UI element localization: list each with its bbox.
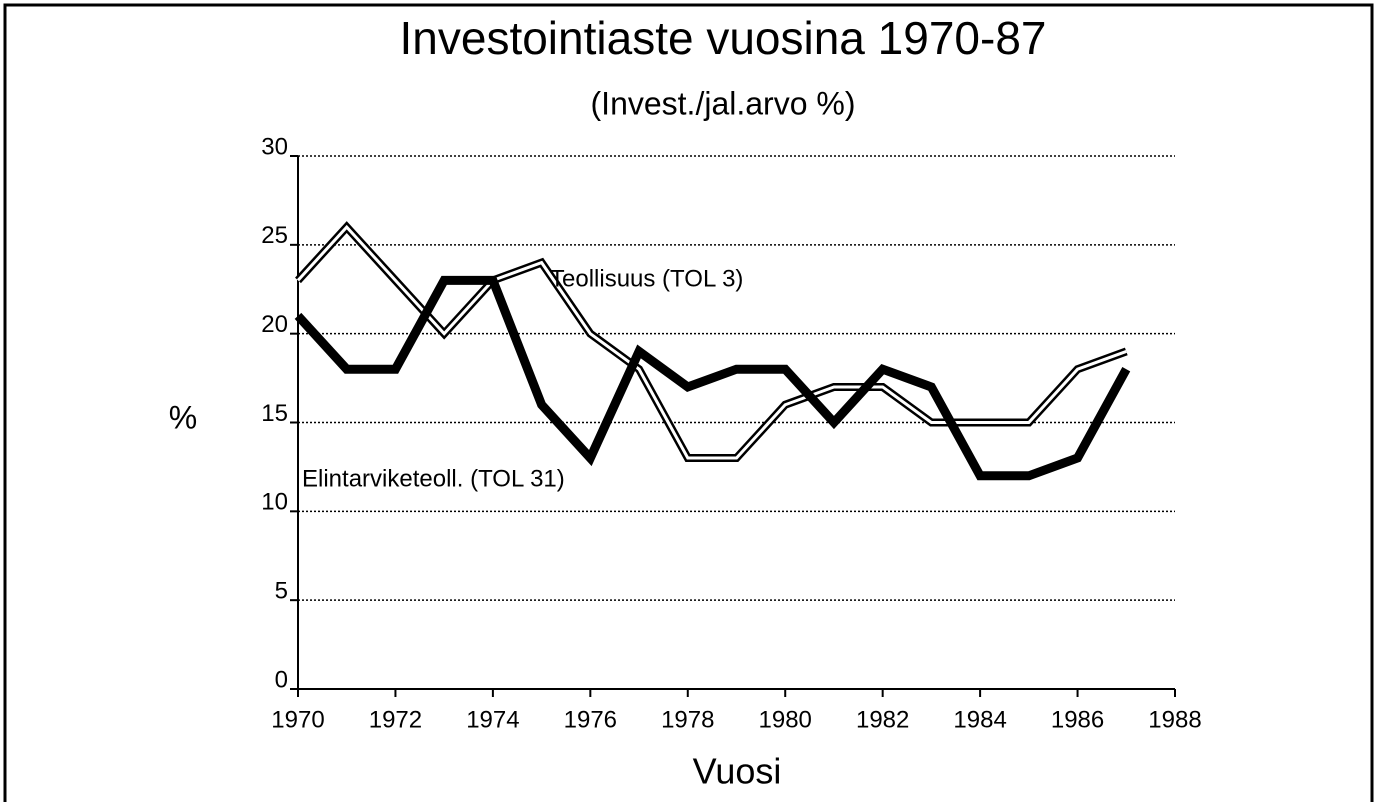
y-tick-label: 30 — [261, 133, 288, 160]
y-tick-label: 5 — [275, 578, 288, 605]
x-tick-label: 1982 — [856, 706, 909, 733]
x-tick-label: 1984 — [953, 706, 1006, 733]
y-tick-label: 15 — [261, 400, 288, 427]
chart-title: Investointiaste vuosina 1970-87 — [400, 12, 1047, 64]
series-label: Elintarviketeoll. (TOL 31) — [302, 465, 565, 492]
x-tick-label: 1988 — [1148, 706, 1201, 733]
y-axis-label: % — [169, 399, 197, 435]
y-tick-label: 10 — [261, 489, 288, 516]
y-tick-label: 20 — [261, 311, 288, 338]
chart-subtitle: (Invest./jal.arvo %) — [591, 85, 856, 121]
series-line-inner — [296, 224, 1127, 460]
frame — [3, 3, 1374, 802]
series-label: Teollisuus (TOL 3) — [550, 265, 743, 292]
x-tick-label: 1978 — [661, 706, 714, 733]
x-tick-label: 1976 — [564, 706, 617, 733]
x-tick-label: 1970 — [271, 706, 324, 733]
y-tick-label: 25 — [261, 222, 288, 249]
x-tick-label: 1980 — [759, 706, 812, 733]
y-tick-label: 0 — [275, 666, 288, 693]
x-tick-label: 1986 — [1051, 706, 1104, 733]
x-axis-label: Vuosi — [693, 751, 782, 792]
x-tick-label: 1972 — [369, 706, 422, 733]
series-line — [294, 275, 1131, 481]
x-tick-label: 1974 — [466, 706, 519, 733]
